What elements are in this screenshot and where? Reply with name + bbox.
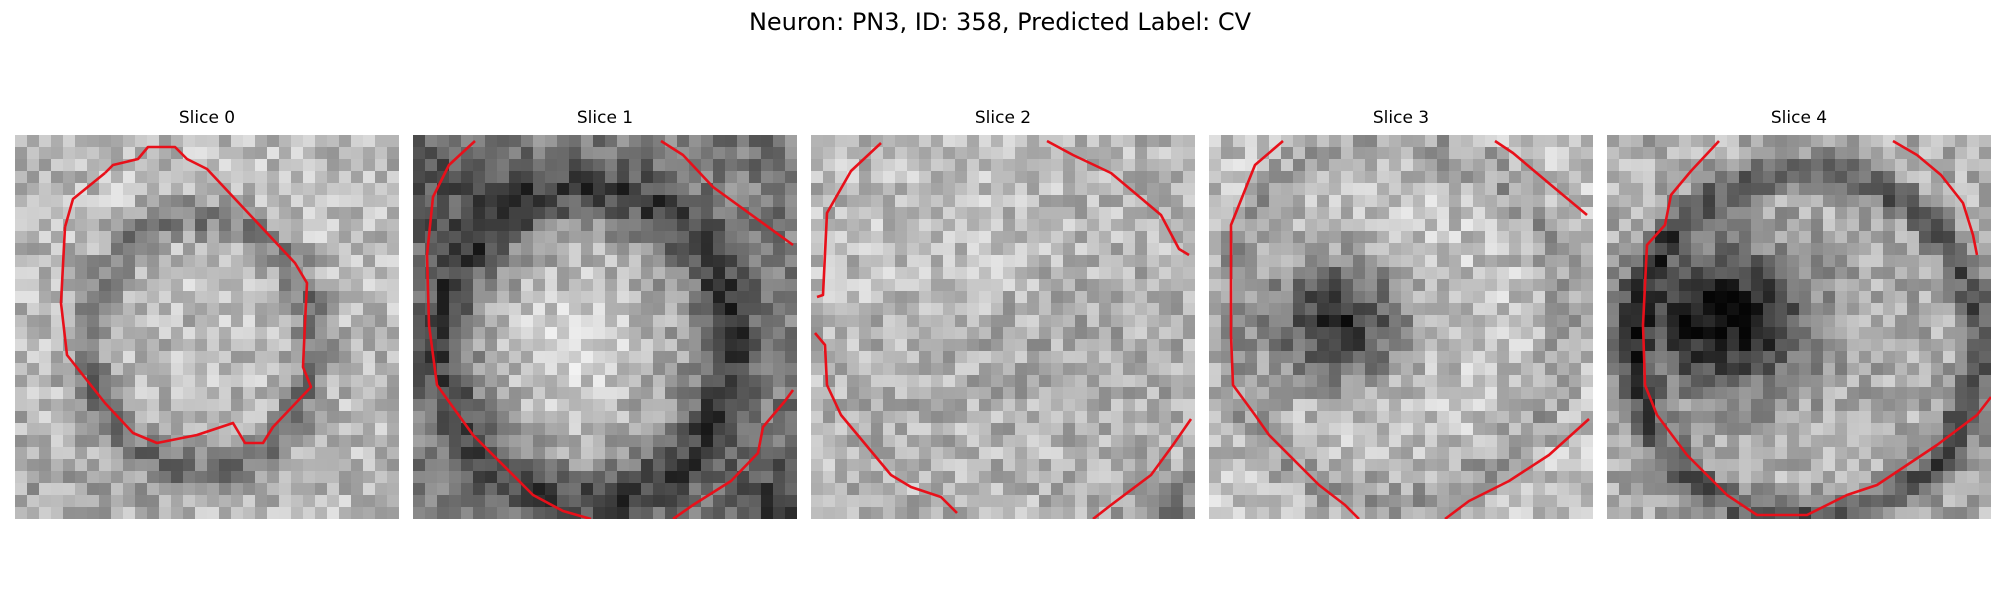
slice-image-4 [1607, 135, 1991, 519]
segmentation-contour [1444, 418, 1590, 519]
grayscale-pixels [15, 135, 399, 519]
segmentation-contour [1641, 140, 1991, 517]
segmentation-contour-close [63, 171, 106, 228]
segmentation-contour [1494, 139, 1588, 216]
slice-image-3 [1209, 135, 1593, 519]
slice-title-1: Slice 1 [576, 108, 634, 128]
grayscale-pixels [1607, 135, 1991, 519]
grayscale-pixels [1209, 135, 1593, 519]
segmentation-contour [59, 145, 313, 445]
segmentation-contour [660, 139, 794, 247]
slice-title-3: Slice 3 [1372, 108, 1430, 128]
figure-title: Neuron: PN3, ID: 358, Predicted Label: C… [748, 8, 1252, 36]
segmentation-contour [1892, 139, 1979, 256]
segmentation-contour [425, 140, 592, 519]
slice-image-0 [15, 135, 399, 519]
slice-image-1 [413, 135, 797, 519]
segmentation-contour [1046, 139, 1190, 257]
slice-title-0: Slice 0 [178, 108, 236, 128]
segmentation-contour [816, 142, 882, 299]
grayscale-pixels [413, 135, 797, 519]
slice-title-4: Slice 4 [1770, 108, 1828, 128]
grayscale-pixels [811, 135, 1195, 519]
segmentation-contour [672, 389, 795, 519]
segmentation-contour [1092, 418, 1193, 519]
slice-title-2: Slice 2 [974, 108, 1032, 128]
slice-image-2 [811, 135, 1195, 519]
segmentation-contour [814, 332, 958, 514]
segmentation-contour [1229, 140, 1360, 519]
